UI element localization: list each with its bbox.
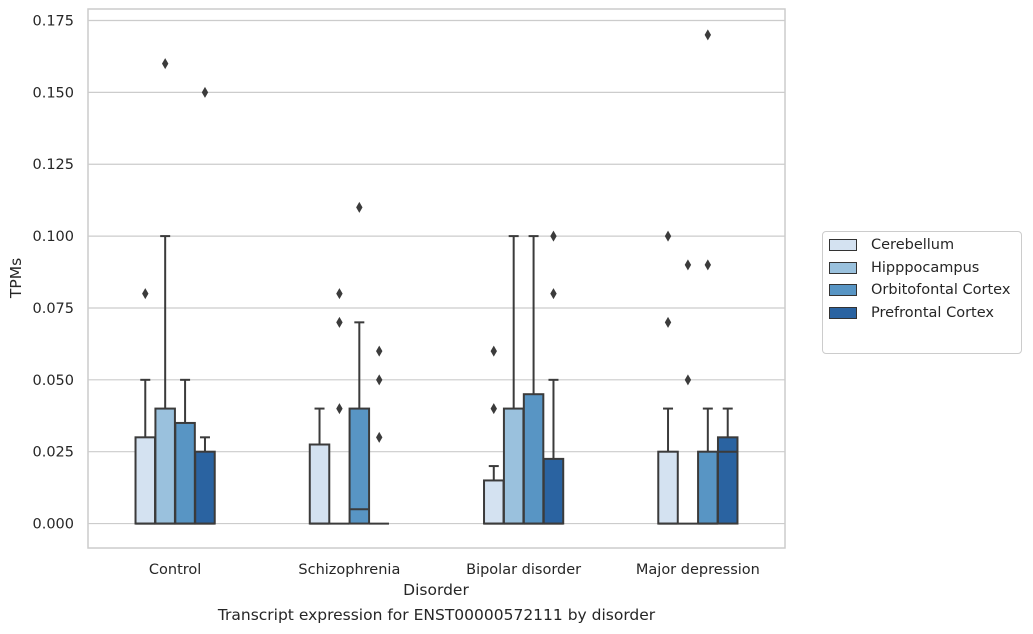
outlier xyxy=(490,403,497,415)
box-iqr xyxy=(502,407,525,525)
outlier xyxy=(704,29,712,41)
x-tick-label: Bipolar disorder xyxy=(466,562,581,578)
outlier xyxy=(684,374,692,386)
box xyxy=(194,86,216,525)
box-iqr xyxy=(348,407,371,525)
box xyxy=(348,201,371,525)
box-iqr xyxy=(657,450,679,525)
legend: Cerebellum Hipppocampus Orbitofontal Cor… xyxy=(822,231,1022,354)
box-iqr xyxy=(308,443,331,525)
boxes xyxy=(134,29,739,525)
x-tick-labels: Control Schizophrenia Bipolar disorder Majo… xyxy=(149,562,760,578)
legend-label-hipppocampus: Hipppocampus xyxy=(871,260,980,276)
y-tick-label: 0.175 xyxy=(32,13,74,29)
plot-frame xyxy=(87,8,786,549)
box xyxy=(697,29,719,525)
box-iqr xyxy=(174,421,196,525)
outlier xyxy=(376,345,383,357)
box xyxy=(716,407,739,525)
legend-swatch-hipppocampus xyxy=(829,262,857,274)
box-iqr xyxy=(716,436,739,525)
box-iqr xyxy=(483,479,505,525)
legend-swatch-prefrontal-cortex xyxy=(829,307,857,319)
y-tick-label: 0.125 xyxy=(32,157,74,173)
outlier xyxy=(336,316,343,328)
legend-item-cerebellum: Cerebellum xyxy=(829,235,954,255)
x-tick-label: Control xyxy=(149,562,201,578)
box xyxy=(329,288,350,525)
box xyxy=(369,345,389,525)
box xyxy=(542,230,565,525)
outlier xyxy=(201,86,209,98)
y-tick-label: 0.050 xyxy=(32,373,74,389)
figure-caption: Transcript expression for ENST0000057211… xyxy=(217,606,656,624)
y-tick-label: 0.075 xyxy=(32,301,74,317)
box-iqr xyxy=(697,450,719,525)
legend-label-cerebellum: Cerebellum xyxy=(871,237,955,253)
box xyxy=(154,58,176,525)
x-tick-label: Major depression xyxy=(636,562,760,578)
box-iqr xyxy=(194,450,216,525)
box xyxy=(308,407,331,525)
outlier xyxy=(684,259,692,271)
y-tick-labels: 0.000 0.025 0.050 0.075 0.100 0.125 0.150 0.175 xyxy=(32,13,74,532)
y-tick-label: 0.100 xyxy=(32,229,74,245)
outlier xyxy=(664,230,672,242)
legend-item-orbitofontal-cortex: Orbitofontal Cortex xyxy=(829,280,1010,300)
outlier xyxy=(336,288,343,300)
outlier xyxy=(704,259,712,271)
box-iqr xyxy=(542,457,565,525)
legend-label-prefrontal-cortex: Prefrontal Cortex xyxy=(871,305,994,321)
box-iqr xyxy=(154,407,176,525)
box xyxy=(134,288,157,525)
box xyxy=(174,378,196,525)
outlier xyxy=(356,201,363,213)
box xyxy=(483,345,505,525)
legend-item-hipppocampus: Hipppocampus xyxy=(829,258,979,278)
y-tick-label: 0.025 xyxy=(32,445,74,461)
box xyxy=(678,259,698,525)
legend-label-orbitofontal-cortex: Orbitofontal Cortex xyxy=(871,282,1011,298)
box xyxy=(657,230,679,525)
outlier xyxy=(550,288,557,300)
outlier xyxy=(664,316,672,328)
y-tick-label: 0.150 xyxy=(32,85,74,101)
outlier xyxy=(490,345,497,357)
outlier xyxy=(161,58,169,70)
outlier xyxy=(550,230,557,242)
x-tick-label: Schizophrenia xyxy=(298,562,400,578)
box-iqr xyxy=(522,393,545,525)
outlier xyxy=(336,403,343,415)
outlier xyxy=(376,431,383,443)
legend-swatch-orbitofontal-cortex xyxy=(829,284,857,296)
legend-swatch-cerebellum xyxy=(829,239,857,251)
outlier xyxy=(142,288,149,300)
legend-item-prefrontal-cortex: Prefrontal Cortex xyxy=(829,303,994,323)
y-axis-label: TPMs xyxy=(7,258,25,299)
box-iqr xyxy=(134,436,157,525)
x-axis-label: Disorder xyxy=(403,581,469,599)
outlier xyxy=(376,374,383,386)
y-tick-label: 0.000 xyxy=(32,517,74,533)
